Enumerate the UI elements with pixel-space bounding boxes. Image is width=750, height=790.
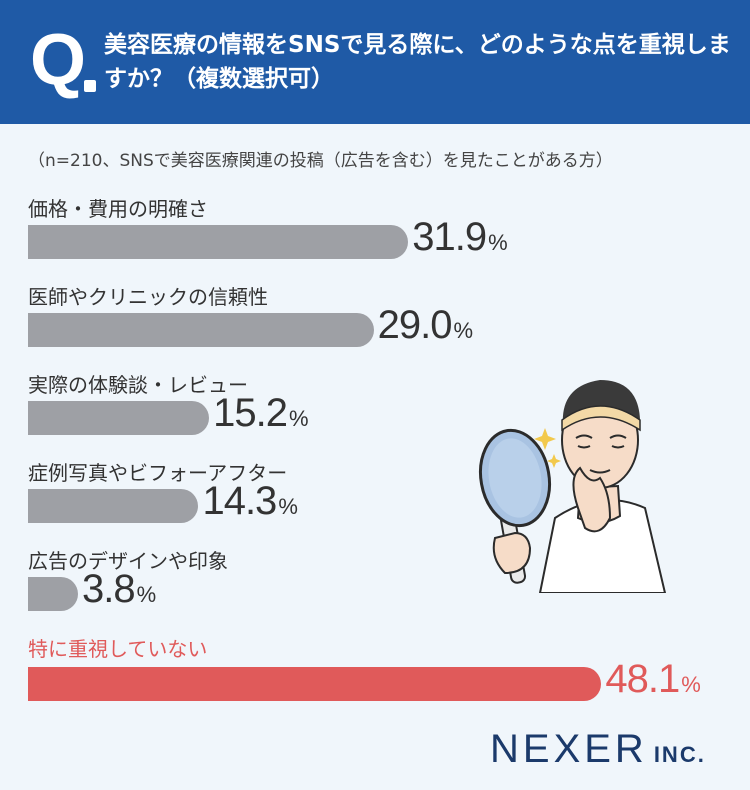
value-unit: % bbox=[488, 230, 508, 255]
value-number: 15.2 bbox=[213, 391, 288, 435]
question-text: 美容医療の情報をSNSで見る際に、どのような点を重視しますか？（複数選択可） bbox=[104, 32, 731, 92]
value-unit: % bbox=[278, 494, 298, 519]
value-number: 14.3 bbox=[202, 479, 277, 523]
question-header: Q 美容医療の情報をSNSで見る際に、どのような点を重視しますか？（複数選択可） bbox=[0, 0, 750, 124]
bar bbox=[28, 313, 374, 347]
value-label: 14.3% bbox=[202, 479, 297, 524]
logo-sub: INC. bbox=[653, 742, 706, 767]
value-unit: % bbox=[136, 582, 157, 607]
nexer-logo: NEXER INC. bbox=[490, 727, 706, 772]
category-label: 広告のデザインや印象 bbox=[28, 549, 228, 573]
value-unit: % bbox=[453, 318, 474, 343]
value-number: 3.8 bbox=[82, 567, 136, 611]
value-label: 29.0% bbox=[378, 303, 473, 348]
sample-note: （n=210、SNSで美容医療関連の投稿（広告を含む）を見たことがある方） bbox=[28, 151, 613, 171]
bar bbox=[28, 577, 78, 611]
value-label: 48.1% bbox=[605, 657, 700, 702]
man-with-mirror-illustration bbox=[478, 380, 667, 593]
question-dot bbox=[84, 80, 96, 92]
value-number: 29.0 bbox=[377, 303, 453, 347]
category-label: 価格・費用の明確さ bbox=[28, 197, 208, 221]
bar bbox=[28, 225, 409, 259]
question-letter: Q bbox=[30, 20, 87, 100]
category-label: 特に重視していない bbox=[28, 637, 208, 661]
category-label: 症例写真やビフォーアフター bbox=[28, 461, 288, 485]
logo-main: NEXER bbox=[490, 727, 648, 771]
value-number: 31.9 bbox=[412, 215, 487, 259]
bar bbox=[28, 401, 210, 435]
value-label: 31.9% bbox=[412, 215, 507, 260]
value-unit: % bbox=[289, 406, 309, 431]
value-number: 48.1 bbox=[605, 657, 680, 701]
category-label: 実際の体験談・レビュー bbox=[28, 373, 248, 397]
value-label: 3.8% bbox=[82, 567, 156, 612]
category-label: 医師やクリニックの信頼性 bbox=[28, 285, 268, 309]
value-label: 15.2% bbox=[213, 391, 308, 436]
value-unit: % bbox=[681, 672, 701, 697]
bar bbox=[28, 667, 602, 701]
bar bbox=[28, 489, 199, 523]
